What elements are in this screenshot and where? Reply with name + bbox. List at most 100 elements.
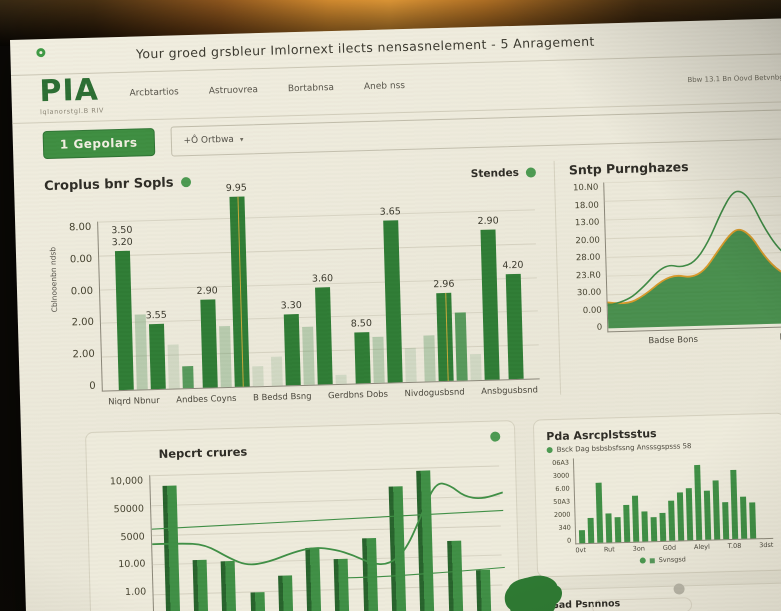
bar [302,326,315,385]
green-dot-icon [490,431,501,442]
bar [641,511,649,542]
x-category: B Bedsd Bsng [252,391,312,404]
bar [455,312,469,381]
axis-tick: 13.00 [574,217,600,229]
value: 4.20 [502,259,524,272]
line-overlay-svg [151,482,505,579]
card-reports-chart: Nepcrt crures 10,00050000500010.001.000 … [84,420,522,611]
axis-tick: 28.00 [575,252,601,264]
x-category: Ansbgusbsnd [481,385,539,397]
axis-tick: 2.00 [71,317,95,329]
bar: 3.30 [280,300,302,386]
axis-tick: 18.00 [574,200,599,211]
bar [271,356,283,386]
bar [335,374,347,385]
bar-value-label: 3.65 [380,206,401,218]
bar-group: 3.30 3.60 [267,215,347,386]
bar [587,517,595,544]
dashboard: Your groed grsbleur Imlornext ilects nen… [10,16,781,611]
bar [749,502,757,539]
bar [694,464,703,541]
axis-tick: 2.00 [72,348,95,361]
primary-button[interactable]: 1 Gepolars [42,128,155,160]
brand: PIA lqlanorstgl.B RIV [39,73,105,117]
nav-item-3[interactable]: Bortabnsa [287,82,335,95]
bar-group: 4.20 [502,210,524,380]
bar [623,504,631,543]
axis-tick: 3000 [552,471,570,481]
small-bar-chart: 06A3 3000 6.00 50A3 2000 340 0 [547,452,775,545]
x-category: Aleyl [693,542,710,552]
axis-tick: 10,000 [109,475,144,488]
axis-tick: 20.00 [575,235,600,246]
axis-tick: 340 [558,523,571,532]
brand-tagline: lqlanorstgl.B RIV [39,106,105,117]
bar-value-label: 3.55 [146,310,167,322]
faded-pill [591,597,693,611]
bar: 8.50 [351,318,372,384]
bar-value-label: 9.95 [226,183,247,195]
x-category: Gerdbns Dobs [327,389,389,402]
legend-square-icon [649,557,655,563]
x-category: 3on [632,544,646,553]
axis-tick: 5000 [120,531,145,543]
axis-tick: 1.00 [124,586,147,599]
value: 3.20 [111,236,133,249]
bar [423,335,437,382]
bar [712,480,721,540]
map-blob [504,575,562,611]
header-meta-text: Bbw 13.1 Bn Oovd Betvnbg [687,73,781,85]
area-chart: 10.N0 18.00 13.00 20.00 28.00 23.R0 30.00 0.00 0 [569,175,781,334]
nav-item-2[interactable]: Astruovrea [208,85,259,97]
axis-tick: 2000 [553,510,571,519]
x-category: Niqrd Nbnur [108,395,160,408]
bar [404,347,417,383]
value: 3.65 [379,206,401,218]
x-category: Rut [603,545,615,554]
bar-value-label: 2.90 [477,216,498,228]
axis-tick: 50000 [113,503,145,516]
bar-value-label: 2.90 [196,285,217,297]
green-dot-icon [546,447,553,454]
bar [167,344,180,389]
bar [740,496,748,539]
axis-tick: 0.00 [582,305,602,316]
panel-purchases-title: Sntp Purnghazes [568,159,689,178]
bar [578,530,586,544]
axis-tick: 23.R0 [575,270,601,281]
bar [372,336,385,383]
panel-crops-title: Croplus bnr Sopls [43,174,174,194]
value: 8.50 [350,318,373,330]
small-bar-plot [572,452,774,545]
window-title: Your groed grsbleur Imlornext ilects nen… [135,33,595,62]
green-dot-icon [639,557,646,564]
bar: 9.95 [226,183,250,387]
bar: 3.60 [312,273,333,385]
panel-crops-bar-chart: Croplus bnr Sopls Stendes Cblnooenbn nds… [44,161,560,409]
axis-tick: 50A3 [553,497,571,507]
value: 3.30 [280,300,302,312]
axis-tick: 0 [566,536,572,545]
card-reports-title: Nepcrt crures [158,444,248,462]
chevron-down-icon: ▾ [239,135,244,144]
bar: 2.90 [196,285,218,388]
charts-row-1: Croplus bnr Sopls Stendes Cblnooenbn nds… [14,145,781,410]
bar [631,495,640,542]
bar [703,490,712,540]
x-category: 3dst [759,540,774,550]
nav-item-4[interactable]: Aneb nss [363,80,406,93]
bar-value-label: 3.50 3.20 [111,225,133,249]
axis-tick: 0.00 [70,285,94,297]
nav-item-1[interactable]: Arcbtartios [129,87,179,99]
value: 3.55 [145,309,167,322]
panel-crops-header: Croplus bnr Sopls Stendes [44,161,554,197]
y-axis-label: Cblnooenbn ndsb [48,246,60,313]
bar [218,325,232,388]
bar-plot: 3.50 3.20 3.55 2.90 9.95 3.30 3.60 8.50 3.65 2.96… [97,183,540,392]
x-category: G0d [662,543,677,552]
bar [659,512,667,542]
bar: 3.65 [380,206,403,383]
